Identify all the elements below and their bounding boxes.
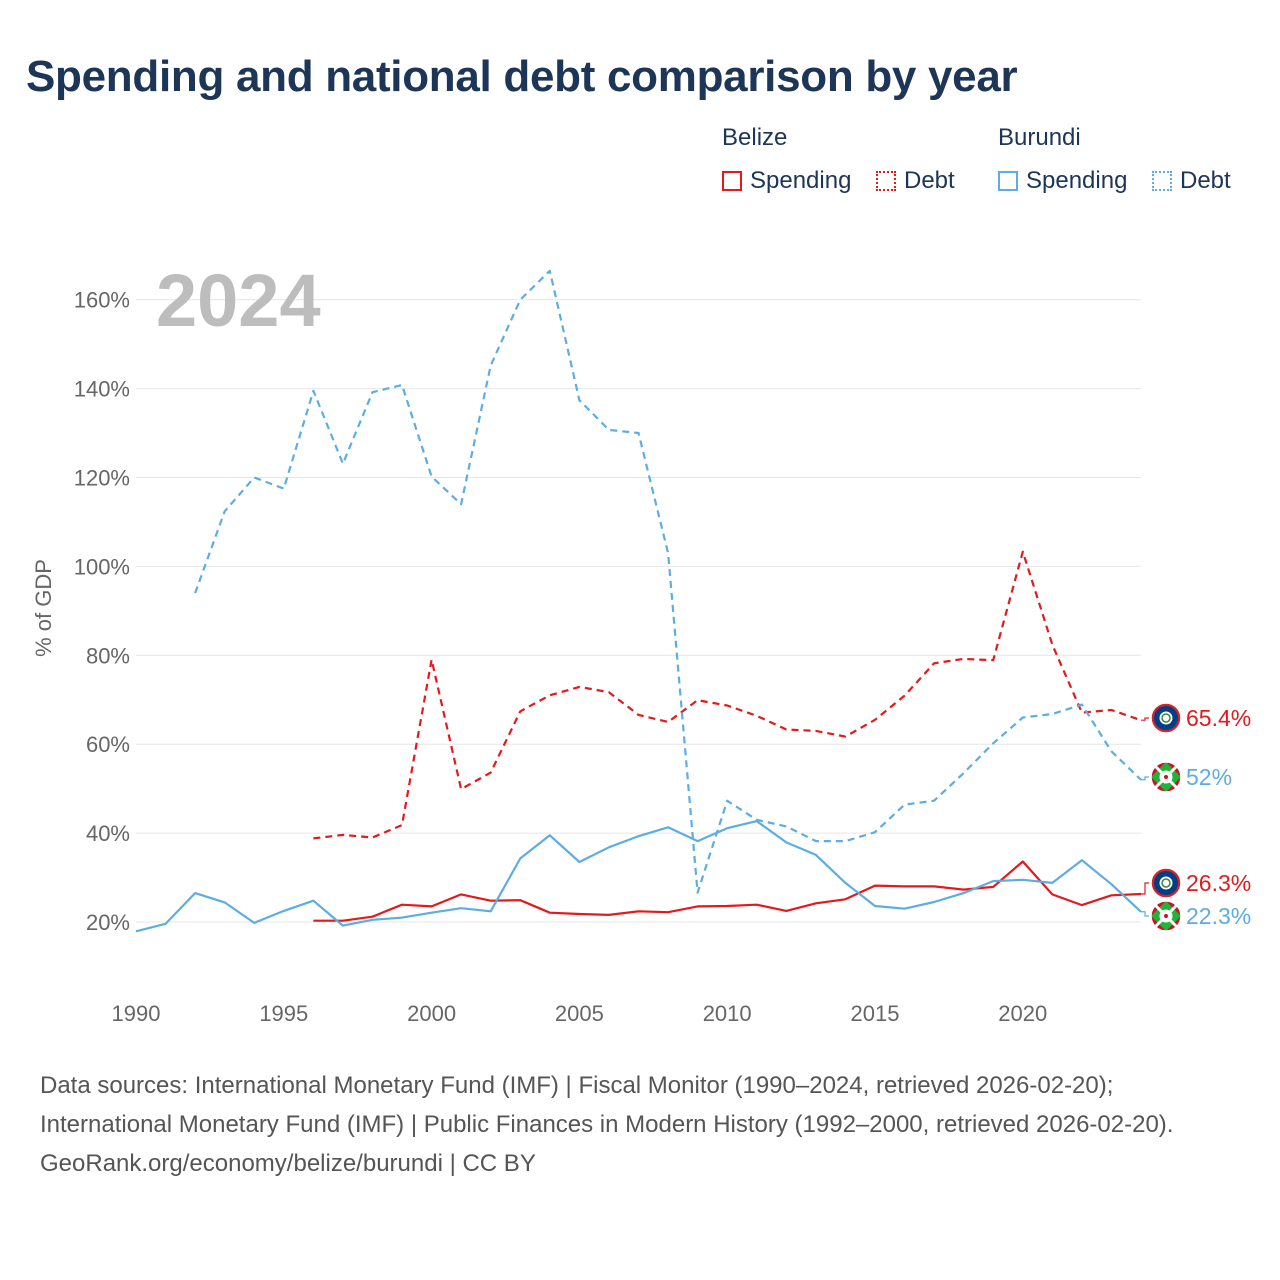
belize-spending-line	[313, 860, 1142, 922]
x-tick-label: 2010	[703, 1001, 752, 1026]
y-tick-label: 120%	[74, 466, 130, 491]
belize-flag-icon	[1150, 867, 1182, 899]
label-connector	[1141, 911, 1149, 917]
label-connector	[1141, 776, 1149, 781]
y-tick-label: 160%	[74, 288, 130, 313]
y-tick-label: 80%	[86, 643, 130, 668]
x-tick-label: 2005	[555, 1001, 604, 1026]
legend-swatch-solid	[998, 171, 1018, 191]
source-citation: Data sources: International Monetary Fun…	[40, 1072, 1174, 1138]
y-tick-label: 140%	[74, 377, 130, 402]
year-watermark: 2024	[156, 259, 321, 342]
legend-label: Debt	[904, 167, 955, 194]
line-chart: 20% 40% 60% 80% 100% 120% 140% 160% 1990 1995 2000…	[31, 269, 1251, 1026]
legend-swatch-dotted	[1152, 171, 1172, 191]
burundi-flag-icon	[1150, 900, 1182, 932]
label-connector	[1141, 717, 1149, 721]
y-axis-label: % of GDP	[31, 559, 56, 657]
flag-wreath	[1161, 713, 1171, 723]
flag-wreath	[1161, 878, 1171, 888]
belize-flag-icon	[1150, 702, 1182, 734]
flag-ring	[1150, 900, 1182, 932]
y-tick-label: 40%	[86, 821, 130, 846]
burundi-flag-icon	[1150, 761, 1182, 793]
belize-debt-line	[313, 550, 1142, 840]
legend-burundi-debt[interactable]: Debt	[1152, 166, 1231, 196]
legend-label: Spending	[750, 167, 852, 194]
x-tick-label: 2020	[998, 1001, 1047, 1026]
label-connector	[1141, 882, 1149, 895]
legend-swatch-solid	[722, 171, 742, 191]
burundi-debt-line	[194, 269, 1142, 894]
y-tick-label: 20%	[86, 910, 130, 935]
legend-group-burundi: Burundi	[998, 124, 1081, 151]
x-tick-label: 2015	[850, 1001, 899, 1026]
flag-ring	[1150, 867, 1182, 899]
end-value-label: 52%	[1186, 764, 1232, 790]
flag-star	[1164, 914, 1168, 918]
x-tick-label: 1990	[112, 1001, 161, 1026]
legend-belize-spending[interactable]: Spending	[722, 166, 851, 196]
flag-ring	[1150, 761, 1182, 793]
x-tick-label: 1995	[259, 1001, 308, 1026]
end-value-label: 65.4%	[1186, 705, 1251, 731]
end-value-label: 26.3%	[1186, 870, 1251, 896]
chart-title: Spending and national debt comparison by…	[26, 52, 1018, 101]
legend-label: Debt	[1180, 167, 1231, 194]
x-tick-label: 2000	[407, 1001, 456, 1026]
burundi-spending-line	[135, 819, 1142, 933]
legend-belize-debt[interactable]: Debt	[876, 166, 955, 196]
y-tick-label: 100%	[74, 554, 130, 579]
legend-swatch-dotted	[876, 171, 896, 191]
flag-star	[1164, 775, 1168, 779]
legend-group-belize: Belize	[722, 124, 788, 151]
end-value-label: 22.3%	[1186, 903, 1251, 929]
legend-label: Spending	[1026, 167, 1128, 194]
source-link[interactable]: GeoRank.org/economy/belize/burundi | CC …	[40, 1150, 536, 1177]
legend-burundi-spending[interactable]: Spending	[998, 166, 1127, 196]
y-tick-label: 60%	[86, 732, 130, 757]
data-sources: Data sources: International Monetary Fun…	[40, 1066, 1240, 1183]
flag-ring	[1150, 702, 1182, 734]
